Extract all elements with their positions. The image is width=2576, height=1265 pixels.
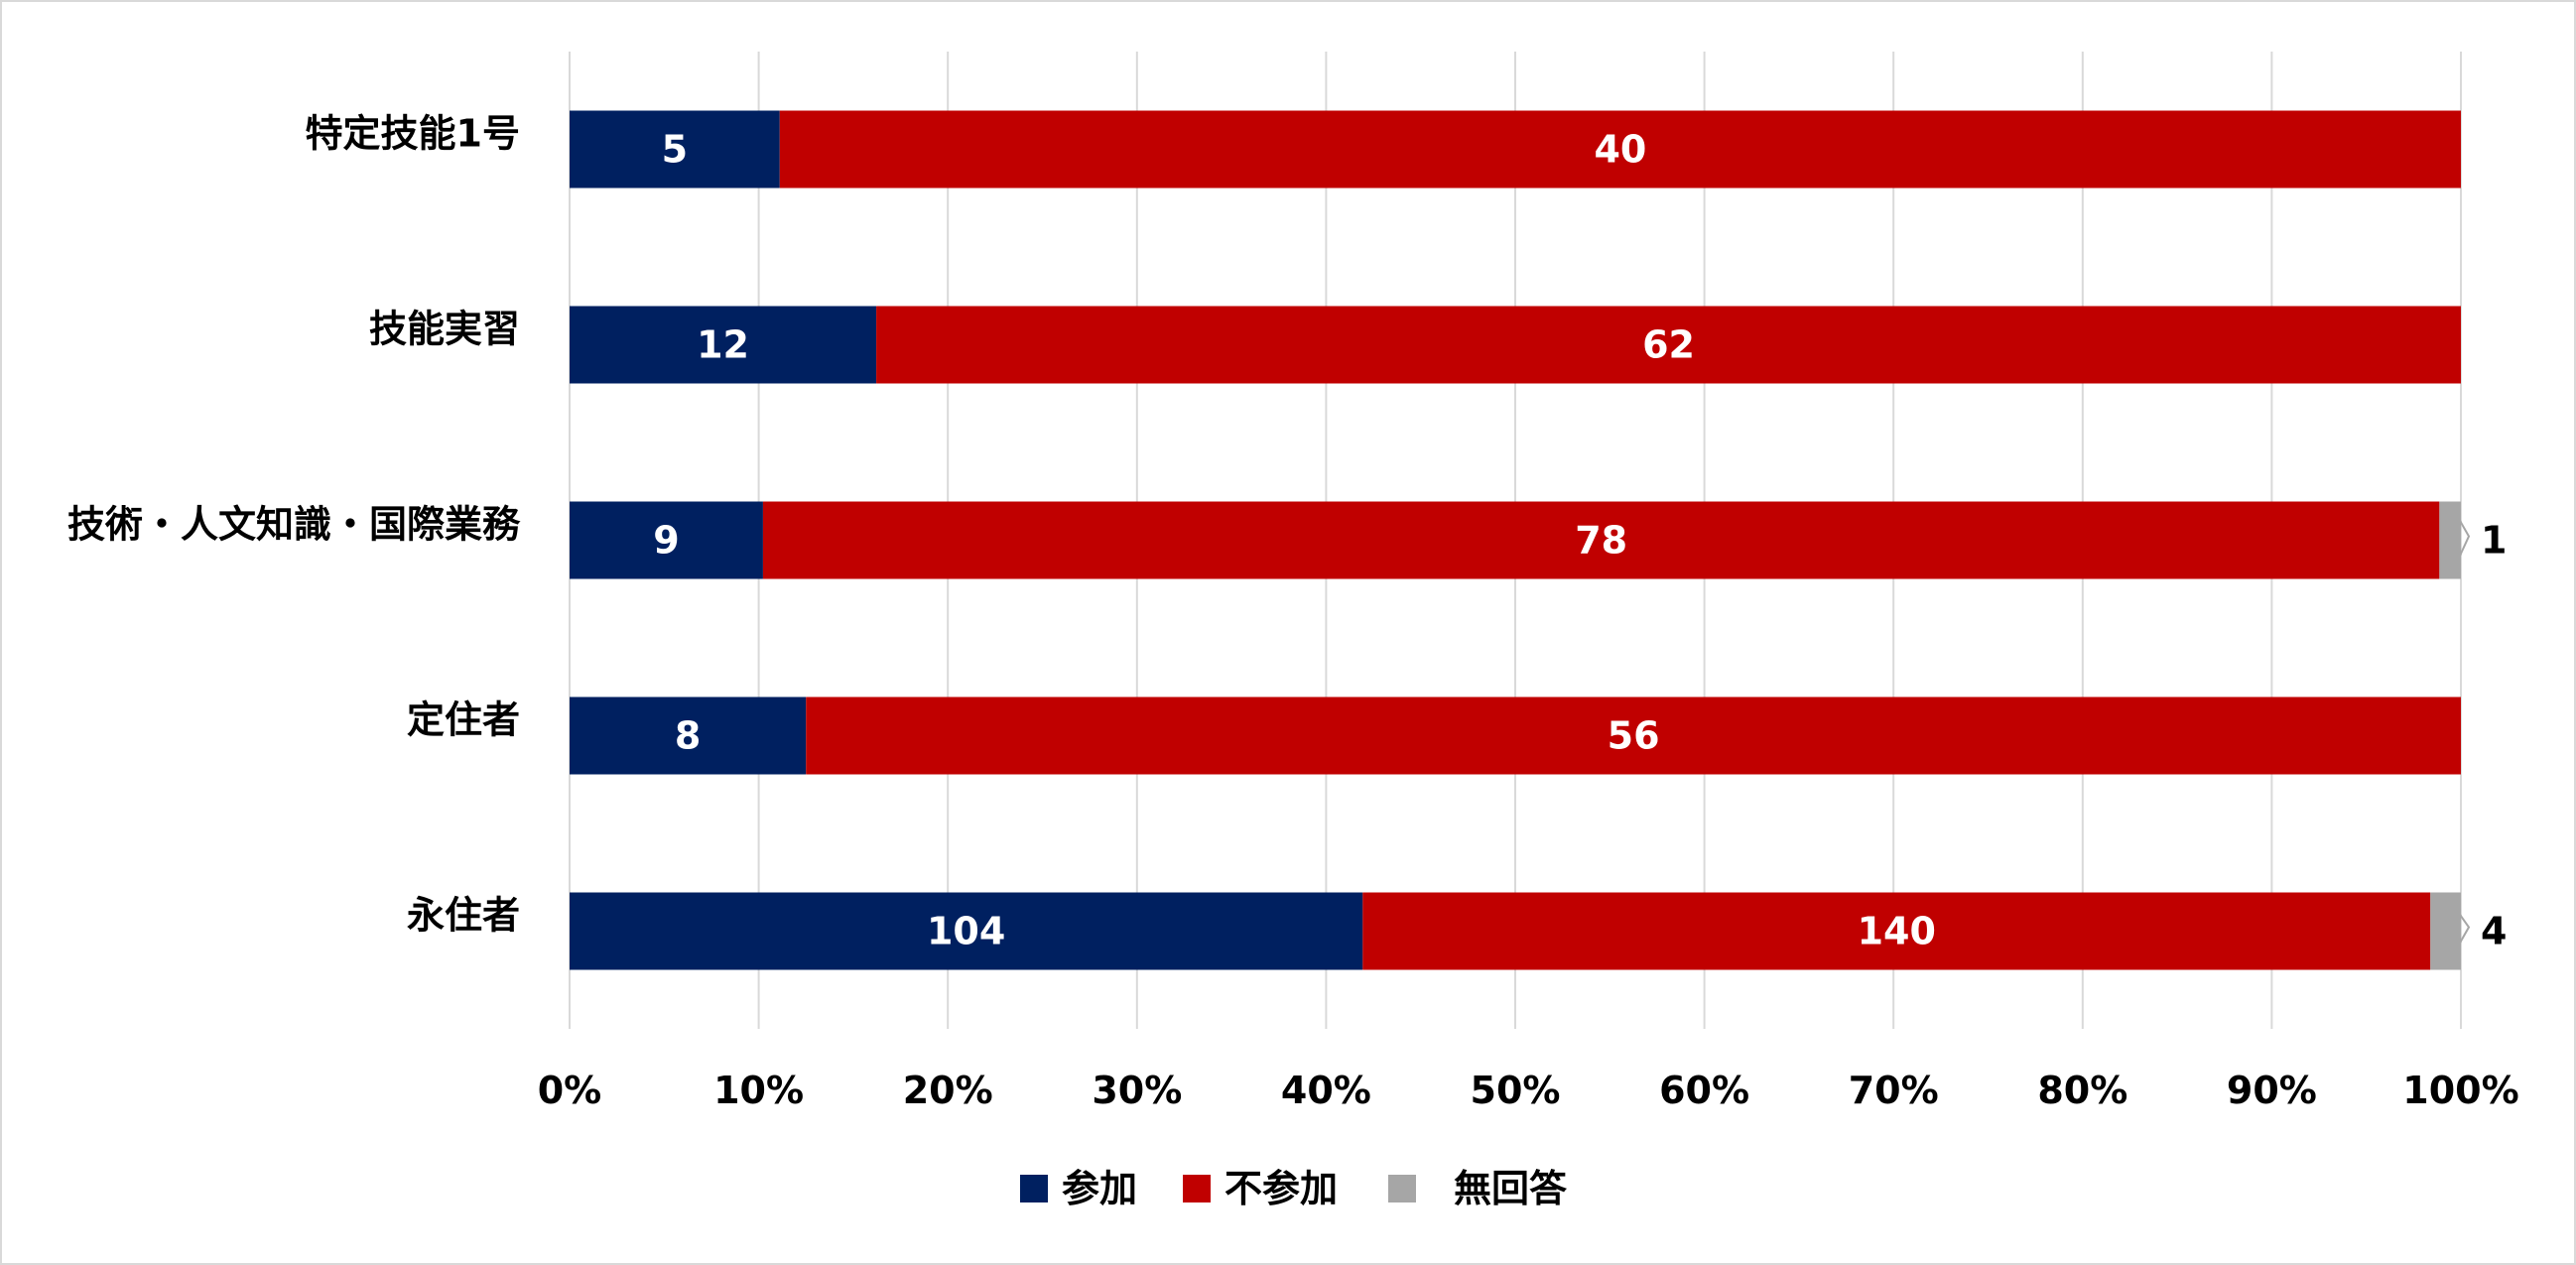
category-label: 特定技能1号 xyxy=(306,112,520,156)
x-tick-label: 20% xyxy=(903,1069,993,1112)
bar-segment xyxy=(806,696,2461,775)
category-label: 技能実習 xyxy=(369,308,520,351)
data-labels: 5 40 12 62 9 78 1 8 56 104 140 4 xyxy=(653,128,2507,968)
bars xyxy=(570,110,2461,970)
bar-segment xyxy=(2439,501,2461,579)
data-label: 4 xyxy=(2481,910,2507,953)
bar-segment xyxy=(779,110,2461,189)
data-label: 56 xyxy=(1608,714,1660,758)
bar-segment xyxy=(876,306,2461,384)
x-tick-label: 30% xyxy=(1092,1069,1182,1112)
bar-segment xyxy=(762,501,2440,579)
data-label: 12 xyxy=(697,323,749,367)
data-label: 78 xyxy=(1575,519,1627,563)
legend-swatch xyxy=(1020,1175,1048,1202)
bar-segment xyxy=(570,892,1363,970)
category-label: 技術・人文知識・国際業務 xyxy=(67,503,521,547)
legend: 参加 不参加 無回答 xyxy=(1020,1167,1568,1210)
bar-segment xyxy=(570,501,763,579)
legend-label: 参加 xyxy=(1062,1167,1137,1210)
data-label: 1 xyxy=(2481,519,2507,563)
x-tick-label: 50% xyxy=(1471,1069,1561,1112)
x-tick-label: 80% xyxy=(2037,1069,2127,1112)
bar-segment xyxy=(570,306,877,384)
bar-segment xyxy=(570,696,807,775)
data-label: 62 xyxy=(1642,323,1695,367)
data-label: 5 xyxy=(662,128,688,172)
data-label: 140 xyxy=(1858,910,1936,953)
value-axis: 0% 10% 20% 30% 40% 50% 60% 70% 80% 90% 100% xyxy=(538,1069,2519,1112)
category-label: 定住者 xyxy=(407,698,520,742)
x-tick-label: 10% xyxy=(713,1069,804,1112)
legend-swatch xyxy=(1388,1175,1416,1202)
x-tick-label: 60% xyxy=(1659,1069,1749,1112)
x-tick-label: 100% xyxy=(2402,1069,2518,1112)
data-label: 9 xyxy=(653,519,679,563)
x-tick-label: 0% xyxy=(538,1069,602,1112)
bar-segment xyxy=(2430,892,2461,970)
legend-label: 無回答 xyxy=(1454,1167,1568,1210)
x-tick-label: 40% xyxy=(1281,1069,1371,1112)
x-tick-label: 70% xyxy=(1849,1069,1939,1112)
legend-swatch xyxy=(1183,1175,1211,1202)
category-label: 永住者 xyxy=(407,894,520,938)
bar-segment xyxy=(570,110,780,189)
legend-label: 不参加 xyxy=(1224,1167,1338,1210)
leader-line xyxy=(2444,893,2471,968)
bar-segment xyxy=(1362,892,2431,970)
data-label: 8 xyxy=(675,714,701,758)
x-tick-label: 90% xyxy=(2227,1069,2317,1112)
leader-line xyxy=(2449,503,2471,577)
data-label: 104 xyxy=(927,910,1005,953)
data-label: 40 xyxy=(1594,128,1646,172)
